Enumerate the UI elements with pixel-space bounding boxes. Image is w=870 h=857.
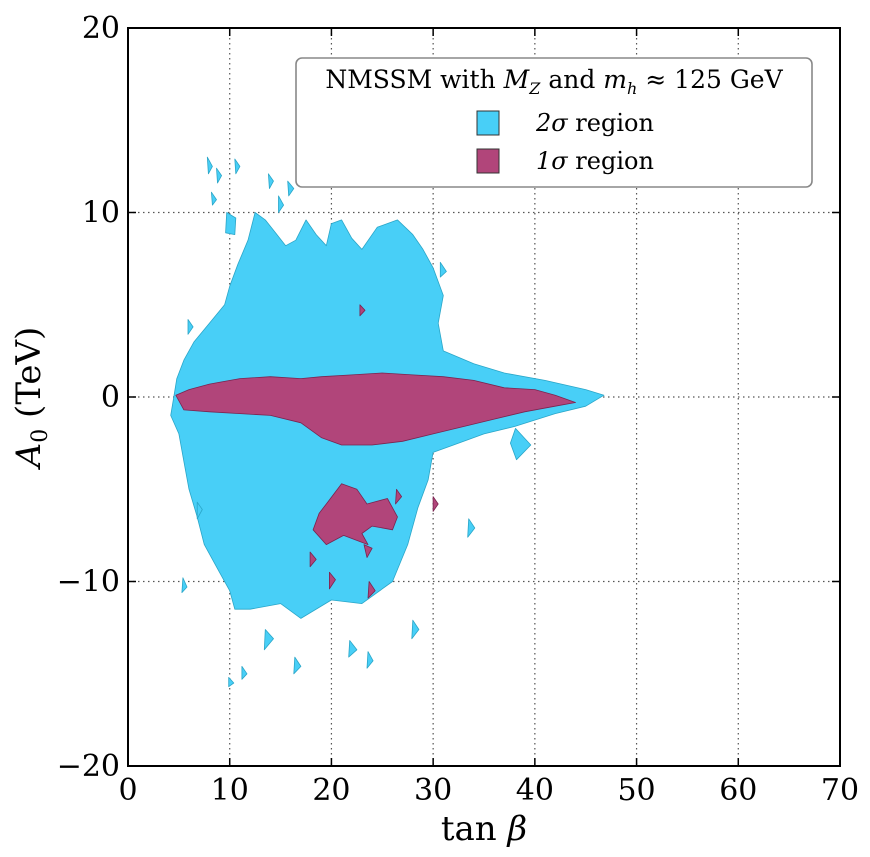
- legend-title-mz-sub: Z: [528, 79, 541, 98]
- region-2sigma-island: [187, 319, 194, 335]
- legend-label-1sigma-symbol: 1σ: [536, 147, 568, 175]
- legend-title-mz: M: [503, 65, 531, 94]
- region-2sigma-island: [234, 158, 241, 175]
- y-axis-title-a: A: [9, 443, 49, 471]
- tick-labels: 0 10 20 30 40 50 60 70 −20 −10 0 10 20: [57, 11, 859, 808]
- legend-swatch-2sigma: [476, 110, 500, 136]
- legend-label-2sigma-text: region: [568, 109, 654, 137]
- region-1sigma-island: [363, 544, 373, 558]
- region-2sigma-island: [268, 173, 274, 189]
- x-axis-title-beta: β: [505, 809, 527, 849]
- region-2sigma-island: [366, 651, 374, 669]
- legend-label-1sigma: 1σ region: [536, 147, 654, 175]
- legend-frame: [295, 57, 813, 188]
- region-1sigma-island: [329, 571, 336, 590]
- legend: NMSSM with MZ and mh ≈ 125 GeV 2σ region…: [295, 57, 813, 188]
- y-tick-label: −10: [57, 565, 120, 600]
- y-tick-label: 0: [101, 380, 120, 415]
- legend-title-mh: m: [603, 65, 627, 94]
- x-tick-label: 0: [118, 773, 137, 808]
- legend-label-1sigma-text: region: [568, 147, 654, 175]
- y-axis-title-sub: 0: [28, 429, 53, 443]
- data-regions: [170, 156, 605, 688]
- x-tick-label: 50: [617, 773, 655, 808]
- region-2sigma-island: [211, 191, 217, 206]
- x-tick-label: 30: [414, 773, 452, 808]
- region-2sigma-island: [228, 677, 235, 688]
- legend-swatch-1sigma: [476, 148, 500, 174]
- legend-title-middle: and: [540, 65, 603, 94]
- region-1sigma-island: [432, 496, 439, 512]
- x-axis-title: tan β: [441, 809, 527, 849]
- region-2sigma-island: [439, 261, 447, 278]
- legend-label-2sigma: 2σ region: [535, 109, 654, 137]
- region-2sigma-island: [510, 428, 532, 461]
- y-tick-label: 10: [82, 196, 120, 231]
- x-tick-label: 40: [516, 773, 554, 808]
- region-1sigma-island: [309, 551, 317, 568]
- y-tick-label: 20: [82, 11, 120, 46]
- region-2sigma-island: [467, 518, 476, 538]
- region-1sigma-island: [359, 304, 366, 317]
- region-2sigma-island: [278, 195, 284, 213]
- axis-ticks: [127, 27, 841, 767]
- x-tick-label: 10: [211, 773, 249, 808]
- region-2sigma-island: [206, 156, 213, 175]
- legend-title-suffix: ≈ 125 GeV: [637, 65, 783, 94]
- region-2sigma-island: [293, 656, 302, 675]
- y-axis-title: A0 (TeV): [9, 327, 53, 471]
- region-1sigma-island: [367, 581, 376, 599]
- x-tick-label: 20: [312, 773, 350, 808]
- region-2sigma-island: [348, 640, 358, 658]
- region-1sigma-island: [312, 483, 398, 545]
- region-2sigma-island: [287, 180, 295, 197]
- series-1sigma: [175, 304, 576, 599]
- legend-label-2sigma-symbol: 2σ: [535, 109, 568, 137]
- region-2sigma-island: [216, 167, 222, 184]
- legend-title-mh-sub: h: [627, 79, 637, 98]
- region-2sigma-island: [263, 629, 274, 651]
- y-tick-label: −20: [57, 749, 120, 784]
- x-tick-label: 70: [821, 773, 859, 808]
- region-1sigma-main: [175, 372, 576, 446]
- x-tick-label: 60: [719, 773, 757, 808]
- region-2sigma-island: [241, 666, 248, 680]
- region-2sigma-island: [196, 501, 203, 520]
- region-2sigma-island: [181, 577, 188, 593]
- region-1sigma-island: [395, 488, 402, 505]
- region-2sigma-island: [411, 619, 420, 640]
- y-axis-title-unit: (TeV): [9, 327, 49, 429]
- x-axis-title-prefix: tan: [441, 809, 508, 849]
- region-2sigma-island: [225, 212, 237, 235]
- legend-title-prefix: NMSSM with: [325, 65, 503, 94]
- legend-title: NMSSM with MZ and mh ≈ 125 GeV: [325, 65, 783, 98]
